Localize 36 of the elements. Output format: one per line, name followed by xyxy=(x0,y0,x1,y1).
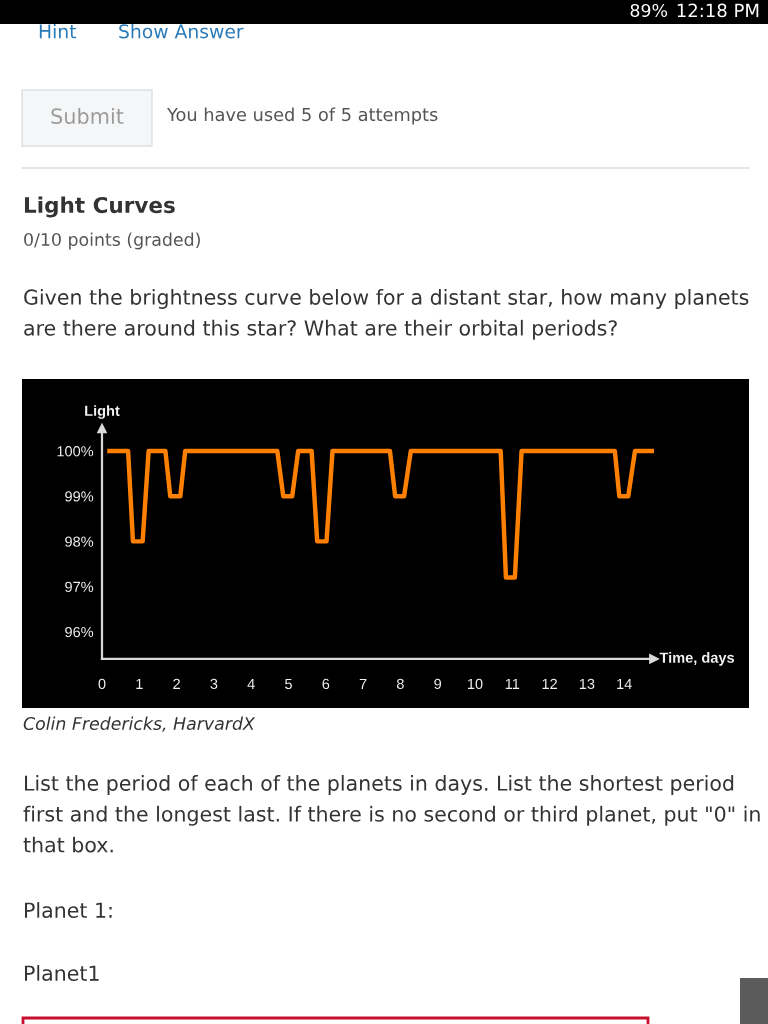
x-tick-label: 7 xyxy=(359,678,367,689)
x-axis-title: Time, days xyxy=(659,652,735,666)
x-tick-label: 9 xyxy=(434,678,442,690)
x-tick-label: 13 xyxy=(579,678,595,690)
text: Planet1 xyxy=(25,965,99,981)
x-tick-label: 8 xyxy=(396,678,404,690)
text: Hint xyxy=(39,23,77,39)
x-tick-label: 11 xyxy=(505,678,520,689)
line-series xyxy=(107,448,654,580)
y-tick-label: 100% xyxy=(57,446,94,457)
y-tick-label: 98% xyxy=(65,536,94,547)
x-tick-label: 5 xyxy=(285,678,292,690)
x-tick-label: 10 xyxy=(467,678,483,690)
text: Given the brightness curve below for a distant star, how many planets are there around this star? What are their orbital periods? xyxy=(24,289,749,340)
x-tick-label: 4 xyxy=(247,678,255,689)
y-axis-title: Light xyxy=(85,405,120,419)
x-tick-label: 2 xyxy=(173,678,180,689)
x-tick-label: 12 xyxy=(542,678,557,689)
x-tick-label: 0 xyxy=(98,678,106,690)
text: Submit xyxy=(51,107,124,125)
x-tick-label: 14 xyxy=(617,678,632,689)
text: 89% xyxy=(630,3,668,18)
y-tick-label: 99% xyxy=(65,491,94,502)
text: 12:18 PM xyxy=(677,3,759,18)
text: You have used 5 of 5 attempts xyxy=(166,107,438,125)
text: Colin Fredericks, HarvardX xyxy=(23,716,256,732)
y-tick-label: 96% xyxy=(65,626,94,638)
chart-title: Light Curves xyxy=(24,196,175,218)
x-tick-label: 3 xyxy=(210,678,218,690)
text: Planet 1: xyxy=(25,902,112,918)
text: Show Answer xyxy=(119,23,244,39)
x-tick-label: 1 xyxy=(136,678,143,689)
y-tick-label: 97% xyxy=(65,581,94,593)
x-tick-label: 6 xyxy=(322,678,330,690)
text: List the period of each of the planets in days. List the shortest period first and the longest last. If there is no second or third planet, put "0" in that box. xyxy=(23,775,760,853)
chart-subtitle: 0/10 points (graded) xyxy=(24,232,200,250)
